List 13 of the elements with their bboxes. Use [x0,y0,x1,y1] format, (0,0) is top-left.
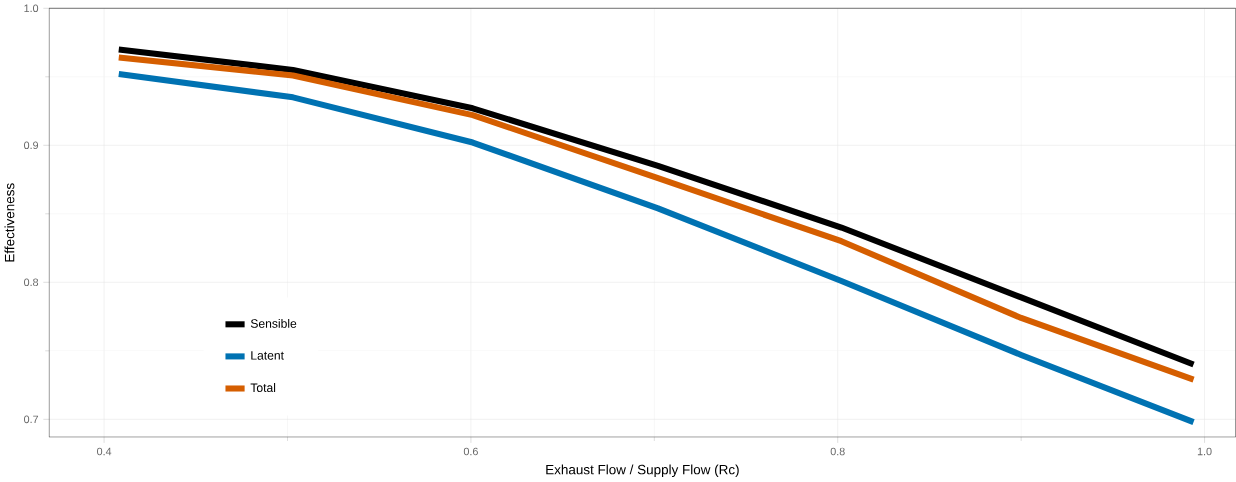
y-axis-title: Effectiveness [4,183,15,262]
y-tick-label: 0.8 [24,278,39,287]
x-tick-label: 0.8 [830,447,845,456]
y-tick-label: 0.7 [24,415,39,424]
x-tick-label: 0.6 [463,447,478,456]
x-tick-label: 1.0 [1197,447,1212,456]
legend-label: Latent [251,351,284,360]
y-tick-label: 1.0 [24,4,39,13]
x-axis-title: Exhaust Flow / Supply Flow (Rc) [546,464,739,478]
y-tick-label: 0.9 [24,141,39,150]
legend-label: Total [250,383,276,393]
x-tick-label: 0.4 [97,447,112,456]
legend-label: Sensible [250,319,297,329]
